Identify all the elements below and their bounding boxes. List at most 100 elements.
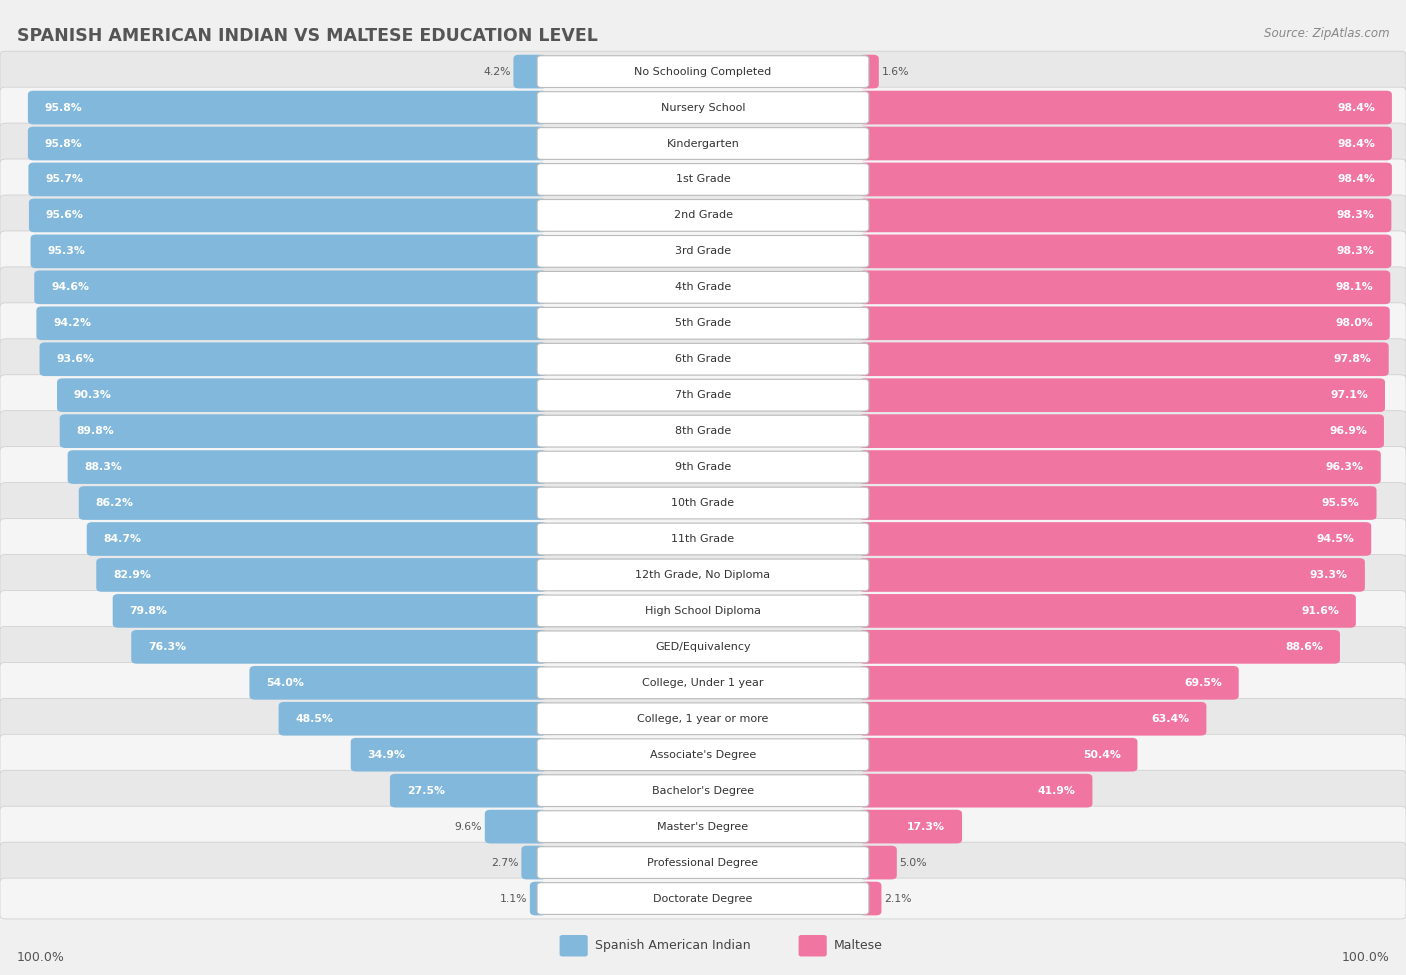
FancyBboxPatch shape [537,739,869,770]
Text: 95.8%: 95.8% [45,138,83,148]
FancyBboxPatch shape [537,811,869,842]
Text: 6th Grade: 6th Grade [675,354,731,365]
FancyBboxPatch shape [859,450,1381,484]
Text: Spanish American Indian: Spanish American Indian [595,939,751,953]
FancyBboxPatch shape [37,306,547,340]
Text: 98.0%: 98.0% [1336,318,1372,329]
Text: 27.5%: 27.5% [406,786,444,796]
Text: 9.6%: 9.6% [454,822,482,832]
Text: 98.4%: 98.4% [1337,138,1375,148]
FancyBboxPatch shape [537,775,869,806]
FancyBboxPatch shape [537,200,869,231]
FancyBboxPatch shape [859,845,897,879]
FancyBboxPatch shape [537,703,869,734]
Text: 7th Grade: 7th Grade [675,390,731,400]
FancyBboxPatch shape [0,591,1406,632]
Text: 4th Grade: 4th Grade [675,283,731,292]
FancyBboxPatch shape [859,163,1392,196]
Text: 69.5%: 69.5% [1184,678,1222,687]
FancyBboxPatch shape [859,127,1392,160]
FancyBboxPatch shape [859,91,1392,125]
Text: Maltese: Maltese [834,939,883,953]
Text: 100.0%: 100.0% [17,951,65,964]
FancyBboxPatch shape [30,199,547,232]
FancyBboxPatch shape [537,128,869,159]
FancyBboxPatch shape [537,164,869,195]
FancyBboxPatch shape [0,519,1406,560]
Text: 54.0%: 54.0% [266,678,304,687]
FancyBboxPatch shape [859,55,879,89]
Text: 98.4%: 98.4% [1337,102,1375,112]
FancyBboxPatch shape [34,270,547,304]
Text: 93.3%: 93.3% [1310,570,1348,580]
FancyBboxPatch shape [537,559,869,591]
FancyBboxPatch shape [79,487,547,520]
Text: No Schooling Completed: No Schooling Completed [634,66,772,77]
Text: 98.3%: 98.3% [1337,211,1375,220]
FancyBboxPatch shape [0,267,1406,308]
FancyBboxPatch shape [0,303,1406,344]
Text: 97.8%: 97.8% [1334,354,1372,365]
FancyBboxPatch shape [859,342,1389,376]
FancyBboxPatch shape [537,451,869,483]
FancyBboxPatch shape [859,270,1391,304]
Text: 94.5%: 94.5% [1316,534,1354,544]
FancyBboxPatch shape [0,878,1406,918]
Text: 88.6%: 88.6% [1285,642,1323,652]
FancyBboxPatch shape [537,271,869,303]
Text: Associate's Degree: Associate's Degree [650,750,756,760]
FancyBboxPatch shape [39,342,547,376]
FancyBboxPatch shape [537,56,869,88]
FancyBboxPatch shape [278,702,547,735]
FancyBboxPatch shape [537,307,869,339]
FancyBboxPatch shape [0,123,1406,164]
FancyBboxPatch shape [28,127,547,160]
FancyBboxPatch shape [350,738,547,771]
Text: 98.3%: 98.3% [1337,247,1375,256]
Text: 96.3%: 96.3% [1326,462,1364,472]
Text: 3rd Grade: 3rd Grade [675,247,731,256]
Text: Doctorate Degree: Doctorate Degree [654,893,752,904]
FancyBboxPatch shape [0,231,1406,272]
FancyBboxPatch shape [389,774,547,807]
FancyBboxPatch shape [0,770,1406,811]
FancyBboxPatch shape [0,374,1406,415]
FancyBboxPatch shape [67,450,547,484]
FancyBboxPatch shape [0,483,1406,524]
FancyBboxPatch shape [859,630,1340,664]
Text: 93.6%: 93.6% [56,354,94,365]
Text: 79.8%: 79.8% [129,605,167,616]
Text: Nursery School: Nursery School [661,102,745,112]
Text: Master's Degree: Master's Degree [658,822,748,832]
FancyBboxPatch shape [537,343,869,375]
FancyBboxPatch shape [249,666,547,700]
Text: 94.6%: 94.6% [51,283,89,292]
FancyBboxPatch shape [537,92,869,124]
Text: 95.6%: 95.6% [46,211,84,220]
FancyBboxPatch shape [0,159,1406,200]
FancyBboxPatch shape [799,935,827,956]
FancyBboxPatch shape [0,87,1406,128]
FancyBboxPatch shape [485,810,547,843]
Text: Bachelor's Degree: Bachelor's Degree [652,786,754,796]
Text: 98.4%: 98.4% [1337,175,1375,184]
FancyBboxPatch shape [537,415,869,447]
FancyBboxPatch shape [530,881,547,916]
FancyBboxPatch shape [537,595,869,627]
Text: GED/Equivalency: GED/Equivalency [655,642,751,652]
FancyBboxPatch shape [859,235,1392,268]
FancyBboxPatch shape [859,702,1206,735]
Text: 91.6%: 91.6% [1301,605,1339,616]
FancyBboxPatch shape [859,523,1371,556]
FancyBboxPatch shape [537,882,869,915]
Text: 86.2%: 86.2% [96,498,134,508]
Text: 97.1%: 97.1% [1330,390,1368,400]
FancyBboxPatch shape [859,378,1385,412]
Text: 84.7%: 84.7% [104,534,142,544]
Text: 76.3%: 76.3% [148,642,186,652]
Text: 95.5%: 95.5% [1322,498,1360,508]
FancyBboxPatch shape [31,235,547,268]
FancyBboxPatch shape [28,163,547,196]
Text: 1.1%: 1.1% [499,893,527,904]
Text: 48.5%: 48.5% [295,714,333,723]
